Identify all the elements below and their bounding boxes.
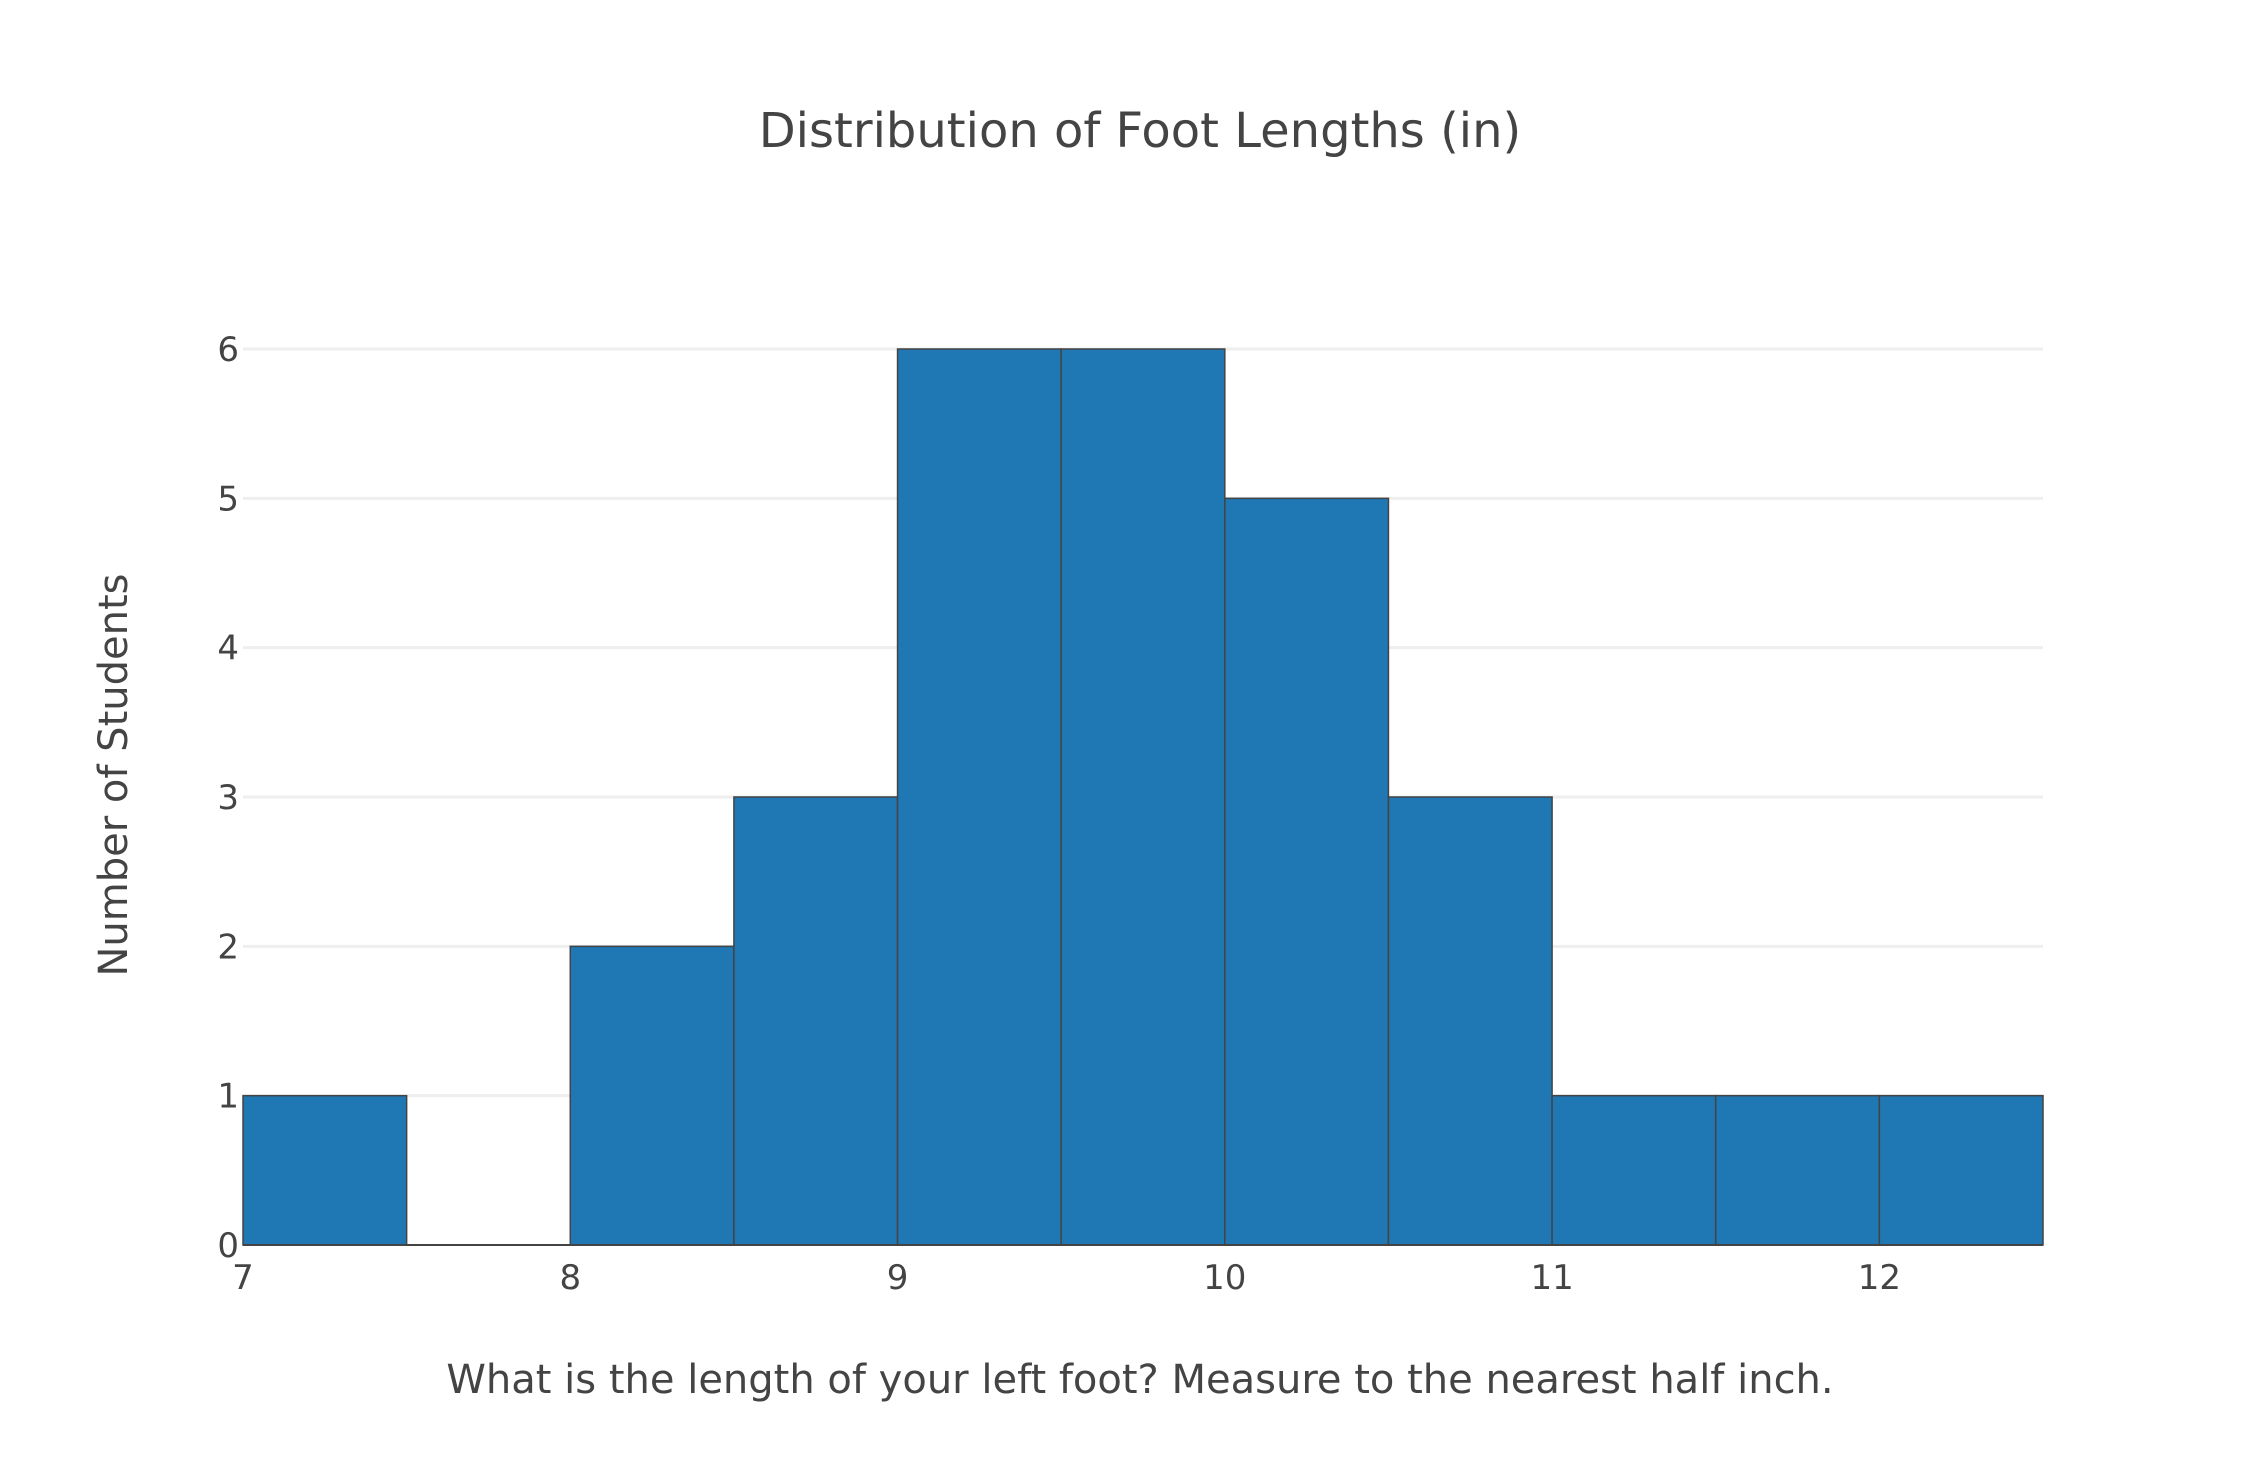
x-tick-label-9: 9 [887,1258,909,1298]
x-tick-label-8: 8 [559,1258,581,1298]
histogram-bar-2 [569,945,735,1246]
histogram-bar-5 [1060,348,1226,1246]
x-tick-label-11: 11 [1530,1258,1573,1298]
histogram-bar-7 [1387,796,1553,1246]
y-tick-label-2: 2 [217,927,239,967]
histogram-bar-3 [733,796,899,1246]
histogram-bar-0 [242,1094,408,1246]
histogram-bar-8 [1551,1094,1717,1246]
histogram-bar-4 [896,348,1062,1246]
y-axis-title: Number of Students [91,574,137,977]
y-tick-label-6: 6 [217,330,239,370]
chart-title: Distribution of Foot Lengths (in) [759,103,1522,159]
x-tick-label-10: 10 [1203,1258,1246,1298]
y-tick-label-3: 3 [217,778,239,818]
x-tick-label-12: 12 [1858,1258,1901,1298]
y-tick-label-0: 0 [217,1226,239,1266]
x-axis-title: What is the length of your left foot? Me… [446,1357,1833,1403]
histogram-bar-6 [1224,497,1390,1246]
y-tick-label-1: 1 [217,1077,239,1117]
histogram-bar-10 [1878,1094,2044,1246]
histogram-bar-9 [1714,1094,1881,1246]
y-tick-label-5: 5 [217,479,239,519]
bars [242,348,2044,1246]
x-tick-label-7: 7 [232,1258,254,1298]
y-tick-label-4: 4 [217,629,239,669]
